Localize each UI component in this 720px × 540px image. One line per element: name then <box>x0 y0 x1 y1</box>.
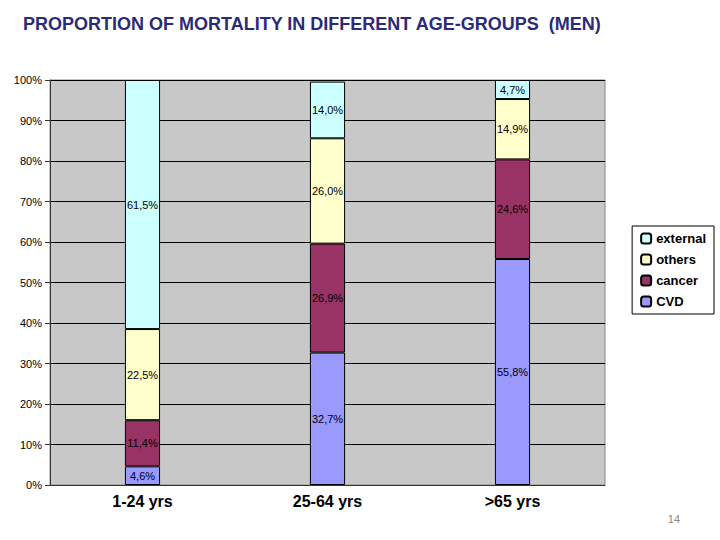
svg-text:10%: 10% <box>20 439 42 451</box>
svg-text:14,9%: 14,9% <box>497 123 528 135</box>
svg-text:11,4%: 11,4% <box>127 437 158 449</box>
svg-text:25-64 yrs: 25-64 yrs <box>293 493 362 510</box>
svg-text:external: external <box>656 231 706 246</box>
svg-text:32,7%: 32,7% <box>312 413 343 425</box>
svg-text:14: 14 <box>668 513 680 525</box>
svg-text:20%: 20% <box>20 398 42 410</box>
svg-text:70%: 70% <box>20 196 42 208</box>
svg-text:50%: 50% <box>20 277 42 289</box>
svg-text:61,5%: 61,5% <box>127 199 158 211</box>
svg-text:30%: 30% <box>20 358 42 370</box>
svg-text:4,6%: 4,6% <box>130 470 155 482</box>
svg-text:100%: 100% <box>14 74 42 86</box>
svg-text:55,8%: 55,8% <box>497 366 528 378</box>
svg-text:PROPORTION OF MORTALITY IN DIF: PROPORTION OF MORTALITY IN DIFFERENT AGE… <box>23 14 601 34</box>
svg-text:24,6%: 24,6% <box>497 203 528 215</box>
svg-text:26,9%: 26,9% <box>312 292 343 304</box>
svg-text:>65 yrs: >65 yrs <box>485 493 541 510</box>
svg-text:14,0%: 14,0% <box>312 104 343 116</box>
svg-text:60%: 60% <box>20 236 42 248</box>
svg-text:cancer: cancer <box>656 273 698 288</box>
svg-text:40%: 40% <box>20 317 42 329</box>
svg-text:1-24 yrs: 1-24 yrs <box>112 493 173 510</box>
svg-text:80%: 80% <box>20 155 42 167</box>
svg-text:CVD: CVD <box>656 294 683 309</box>
svg-text:90%: 90% <box>20 115 42 127</box>
svg-text:4,7%: 4,7% <box>500 84 525 96</box>
svg-text:26,0%: 26,0% <box>312 185 343 197</box>
svg-text:others: others <box>656 252 696 267</box>
svg-text:0%: 0% <box>26 479 42 491</box>
svg-text:22,5%: 22,5% <box>127 369 158 381</box>
